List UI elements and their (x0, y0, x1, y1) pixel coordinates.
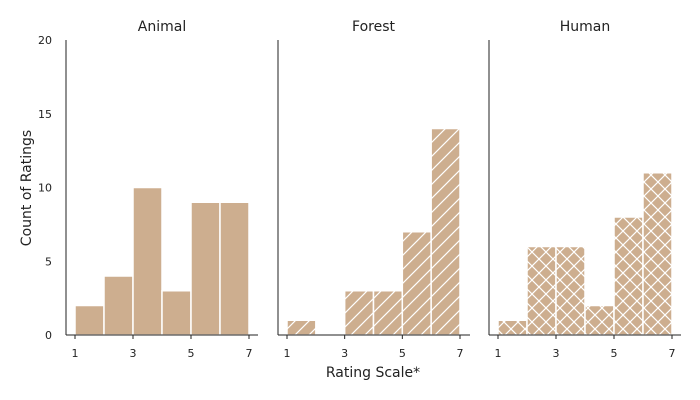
panel-title: Forest (352, 19, 395, 35)
histogram-bar (430, 127, 461, 336)
histogram-bar (613, 216, 644, 336)
histogram-bar (497, 319, 528, 336)
histogram-bar (642, 172, 673, 336)
x-tick-label: 5 (611, 347, 618, 360)
x-tick-label: 3 (130, 347, 137, 360)
histogram-bar (526, 245, 557, 336)
x-axis-title: Rating Scale* (326, 365, 420, 381)
histogram-bar (219, 201, 250, 336)
panel-animal: Animal 1 3 5 7 0 5 10 15 20 (38, 19, 258, 360)
histogram-bar (343, 290, 375, 336)
x-tick-label: 1 (284, 347, 291, 360)
histogram-bar (161, 290, 192, 336)
x-tick-label: 3 (553, 347, 560, 360)
y-tick-label: 0 (45, 329, 52, 342)
x-tick-label: 7 (457, 347, 464, 360)
y-tick-label: 20 (38, 34, 52, 47)
histogram-bar (286, 319, 317, 336)
histogram-bar (103, 275, 134, 336)
histogram-bar (584, 304, 615, 336)
x-tick-label: 3 (341, 347, 348, 360)
panel-title: Animal (138, 19, 186, 35)
histogram-bar (372, 290, 404, 336)
panel-forest: Forest 1 3 5 7 (277, 19, 470, 360)
x-tick-label: 5 (399, 347, 406, 360)
y-tick-label: 10 (38, 182, 52, 195)
y-tick-label: 15 (38, 108, 52, 121)
panel-human: Human 1 3 5 7 (488, 19, 681, 360)
y-tick-label: 5 (45, 255, 52, 268)
x-tick-label: 1 (495, 347, 502, 360)
x-tick-label: 7 (246, 347, 253, 360)
panels-group: Animal 1 3 5 7 0 5 10 15 20 Forest 1 3 5 7 Human 1 3 5 7 (38, 19, 681, 360)
x-tick-label: 1 (72, 347, 79, 360)
y-axis-title: Count of Ratings (19, 130, 35, 246)
histogram-bar (555, 245, 586, 336)
x-tick-label: 5 (188, 347, 195, 360)
panel-title: Human (560, 19, 611, 35)
x-tick-label: 7 (669, 347, 676, 360)
histogram-bar (74, 304, 105, 336)
histogram-bar (190, 201, 221, 336)
histogram-bar (132, 186, 163, 336)
histogram-bar (401, 231, 432, 336)
